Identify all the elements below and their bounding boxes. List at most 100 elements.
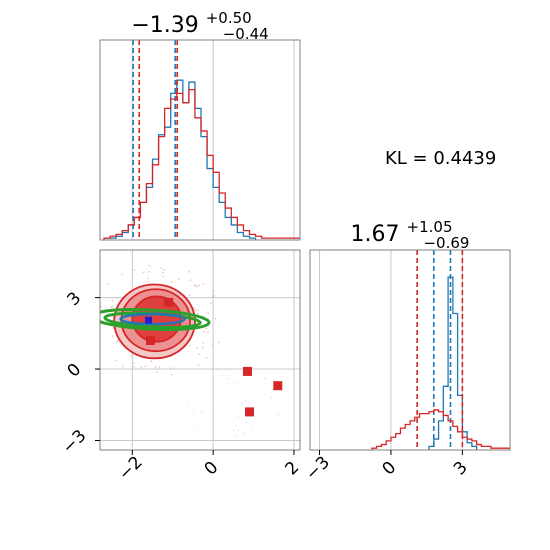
sample-dot [233, 381, 236, 384]
sample-dot [111, 335, 114, 338]
kl-annotation: KL = 0.4439 [385, 148, 496, 169]
sample-dot [214, 317, 217, 320]
sample-dot [148, 270, 150, 273]
sample-dot [154, 366, 157, 369]
title-param-1-upper: +0.50 [206, 9, 252, 27]
red-marker [242, 366, 252, 376]
sample-dot [111, 305, 114, 308]
blue-contour [119, 312, 186, 326]
red-marker [164, 297, 174, 307]
axes-frame [99, 249, 301, 451]
sample-dot [112, 327, 115, 329]
sample-dot [155, 371, 158, 373]
sample-dot [91, 306, 93, 308]
sample-dot [202, 283, 205, 286]
title-param-2-upper: +1.05 [407, 218, 453, 236]
sample-dot [177, 278, 180, 280]
sample-dot [132, 362, 135, 365]
sample-dot [169, 367, 172, 369]
marginal-panel-param-1 [99, 39, 301, 241]
sample-dot [234, 434, 237, 437]
histogram-series-1 [103, 79, 257, 240]
title-param-1-value: −1.39 [131, 13, 198, 38]
sample-dot [245, 421, 248, 424]
x-tick-label: 0 [379, 458, 401, 480]
sample-dot [242, 431, 245, 434]
y-tick-label: 0 [64, 360, 86, 382]
histogram-series-2 [103, 88, 300, 240]
x-tick-label: 0 [201, 458, 223, 480]
red-contour-inner [131, 295, 182, 343]
sample-dot [212, 295, 214, 298]
sample-dot [144, 365, 147, 368]
sample-dot [170, 281, 173, 283]
plot-area [103, 40, 300, 240]
sample-dot [196, 426, 199, 428]
title-param-2-value: 1.67 [351, 222, 400, 247]
sample-dot [194, 285, 197, 287]
sample-dot [217, 341, 220, 344]
plot-area [91, 250, 300, 450]
sample-dot [202, 346, 204, 349]
x-tick-label: −3 [302, 453, 334, 485]
sample-dot [195, 347, 198, 349]
sample-dot [212, 294, 215, 296]
title-param-1: −1.39 +0.50 −0.44 [131, 4, 268, 43]
sample-dot [213, 419, 215, 422]
sample-dot [111, 299, 114, 302]
sample-dot [121, 365, 124, 368]
sample-dot [188, 294, 191, 297]
sample-dot [193, 413, 195, 415]
sample-dot [237, 429, 240, 431]
sample-dot [226, 377, 228, 380]
sample-dot [148, 264, 151, 267]
title-param-2-lower: −0.69 [423, 234, 469, 252]
sample-dot [197, 309, 200, 312]
sample-dot [162, 275, 165, 278]
sample-dot [189, 279, 192, 282]
sample-dot [160, 266, 163, 269]
sample-dot [132, 365, 135, 368]
blue-marker [144, 316, 152, 324]
sample-dot [241, 402, 243, 404]
x-tick-label: −2 [115, 453, 147, 485]
sample-dot [234, 425, 237, 427]
sample-dot [95, 306, 97, 308]
joint-panel: −2 0 2 −3 0 3 [59, 249, 304, 485]
sample-dot [223, 374, 225, 377]
sample-dot [244, 399, 246, 402]
sample-dot [202, 330, 205, 333]
x-tick-label: 2 [282, 458, 304, 480]
red-marker [273, 381, 283, 391]
sample-dot [207, 312, 210, 315]
sample-dot [197, 364, 200, 367]
sample-dot [187, 270, 190, 273]
sample-dot [161, 271, 164, 274]
sample-dot [196, 285, 198, 288]
sample-dot [147, 277, 149, 280]
sample-dot [247, 393, 249, 396]
histogram-series-1 [428, 276, 478, 450]
x-tick-label: 3 [450, 458, 472, 480]
sample-dot [163, 268, 166, 271]
sample-dot [194, 309, 197, 312]
sample-dot [91, 336, 93, 338]
sample-dot [277, 413, 280, 416]
sample-dot [198, 284, 201, 287]
sample-dot [116, 296, 118, 299]
sample-dot [200, 410, 203, 413]
sample-dot [95, 333, 97, 335]
sample-dot [133, 269, 136, 272]
sample-dot [236, 415, 239, 418]
sample-dot [188, 404, 190, 407]
sample-dot [271, 388, 274, 391]
sample-dot [205, 327, 208, 330]
plot-area [319, 250, 510, 450]
histogram-series-2 [371, 409, 510, 450]
sample-dot [188, 344, 191, 347]
sample-dot [150, 360, 153, 363]
sample-dot [140, 366, 143, 369]
sample-dot [212, 290, 215, 293]
sample-dot [93, 334, 95, 336]
